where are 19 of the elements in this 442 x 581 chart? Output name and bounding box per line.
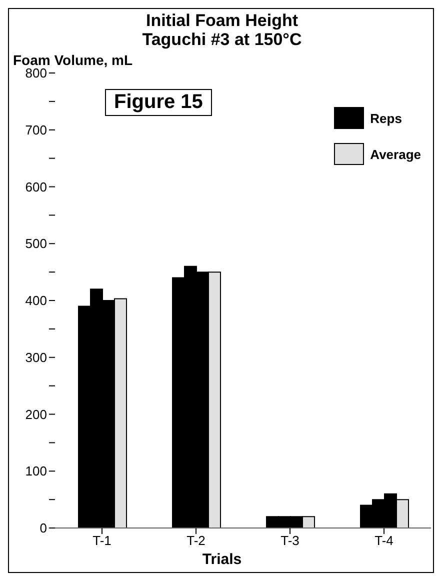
y-tick-label: 800 <box>25 66 47 81</box>
x-tick-label: T-1 <box>92 533 112 548</box>
x-tick-label: T-4 <box>374 533 394 548</box>
x-tick-label: T-3 <box>280 533 300 548</box>
y-tick-label: 500 <box>25 236 47 252</box>
x-axis-title: Trials <box>201 551 243 568</box>
legend-label: Reps <box>369 110 403 128</box>
y-tick-label: 700 <box>25 122 47 138</box>
chart-title: Initial Foam Height Taguchi #3 at 150°C <box>141 11 303 49</box>
y-tick-label: 200 <box>25 406 47 422</box>
x-tick-label: T-2 <box>186 533 206 548</box>
annotation: Figure 15 <box>105 89 212 116</box>
y-tick-label: 400 <box>25 293 47 308</box>
y-tick-label: 0 <box>40 520 47 536</box>
y-tick-label: 300 <box>25 350 47 365</box>
y-axis-title: Foam Volume, mL <box>13 52 133 68</box>
y-tick-label: 100 <box>25 464 47 479</box>
y-tick-label: 600 <box>25 179 47 194</box>
legend-label: Average <box>369 146 421 164</box>
